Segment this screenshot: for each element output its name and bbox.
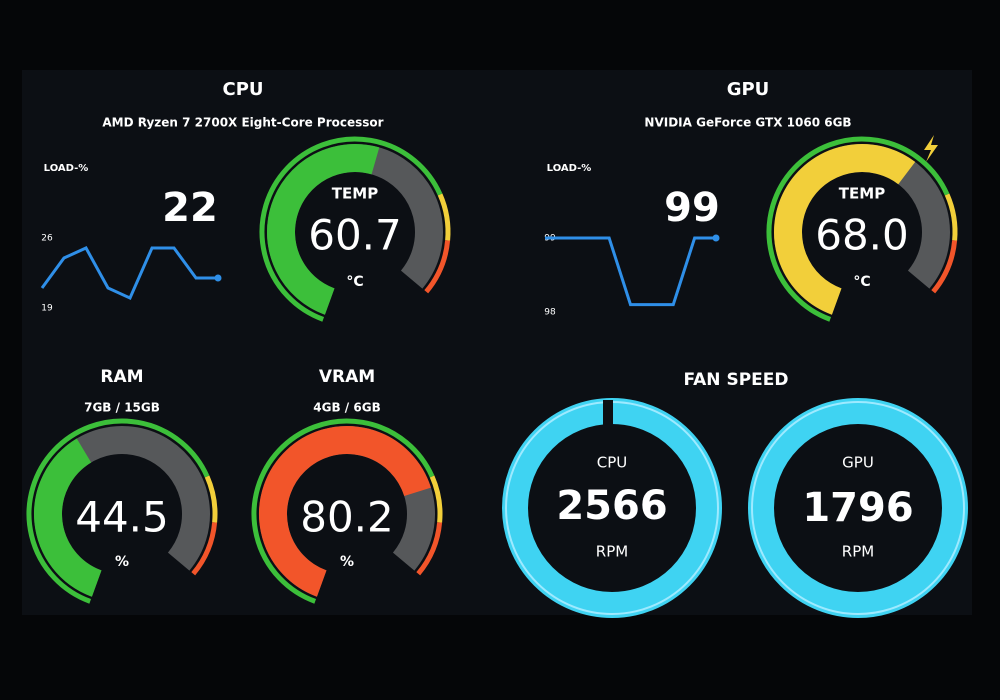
gauge-rim [429,475,443,523]
load-end-dot [712,234,720,242]
load-line [40,246,218,300]
gauge-fill [267,144,380,315]
fan-ring [502,398,968,618]
load-value: 22 [162,185,218,231]
fan-ring-fill [748,398,968,618]
load-end-dot [214,274,222,282]
load-tick-label: 98 [544,308,556,318]
gauge-fill [34,438,102,597]
gauge-value: 44.5 [75,493,169,542]
gauge-value: 68.0 [815,211,909,260]
fan-label: GPU [842,454,874,472]
gauge-fill [774,144,916,315]
gauge-rim [259,136,443,322]
load-label: LOAD-% [44,163,89,174]
gauge-rim [26,418,210,604]
fan-unit: RPM [842,543,874,561]
load-line [545,236,716,307]
load-tick-label: 26 [41,234,53,244]
gauge-unit: °C [346,274,363,290]
load-value: 99 [664,185,720,231]
power-icon [924,135,938,162]
gauge-rim [424,240,451,294]
gauge-unit: % [340,554,354,570]
section-title: CPU [222,79,263,100]
section-title: RAM [100,367,143,387]
load-label: LOAD-% [547,163,592,174]
device-name: NVIDIA GeForce GTX 1060 6GB [644,116,851,130]
fan-label: CPU [597,454,628,472]
gauge-label: TEMP [839,185,885,203]
gauge-rim [437,193,451,241]
fan-rpm: 2566 [556,483,667,529]
section-title: FAN SPEED [683,370,788,390]
fan-unit: RPM [596,543,628,561]
usage: 7GB / 15GB [84,401,160,415]
gauge-unit: °C [853,274,870,290]
fan-ring-edge [751,401,965,615]
section-title: VRAM [319,367,375,387]
gauge-rim [191,522,218,576]
gauge-value: 80.2 [300,493,394,542]
gauge-fill [259,426,431,597]
section-title: GPU [727,79,770,100]
gauge-rim [766,136,950,322]
gauge-rim [931,240,958,294]
gauge-label: TEMP [332,185,378,203]
device-name: AMD Ryzen 7 2700X Eight-Core Processor [102,116,383,130]
usage: 4GB / 6GB [313,401,380,415]
fan-rpm: 1796 [802,485,913,531]
gauge-rim [251,418,435,604]
load-tick-label: 19 [41,304,53,314]
gauge-unit: % [115,554,129,570]
fan-ring-notch [603,400,613,430]
gauge-rim [204,475,218,523]
gauge-value: 60.7 [308,211,402,260]
gauge-rim [944,193,958,241]
gauge-rim [416,522,443,576]
